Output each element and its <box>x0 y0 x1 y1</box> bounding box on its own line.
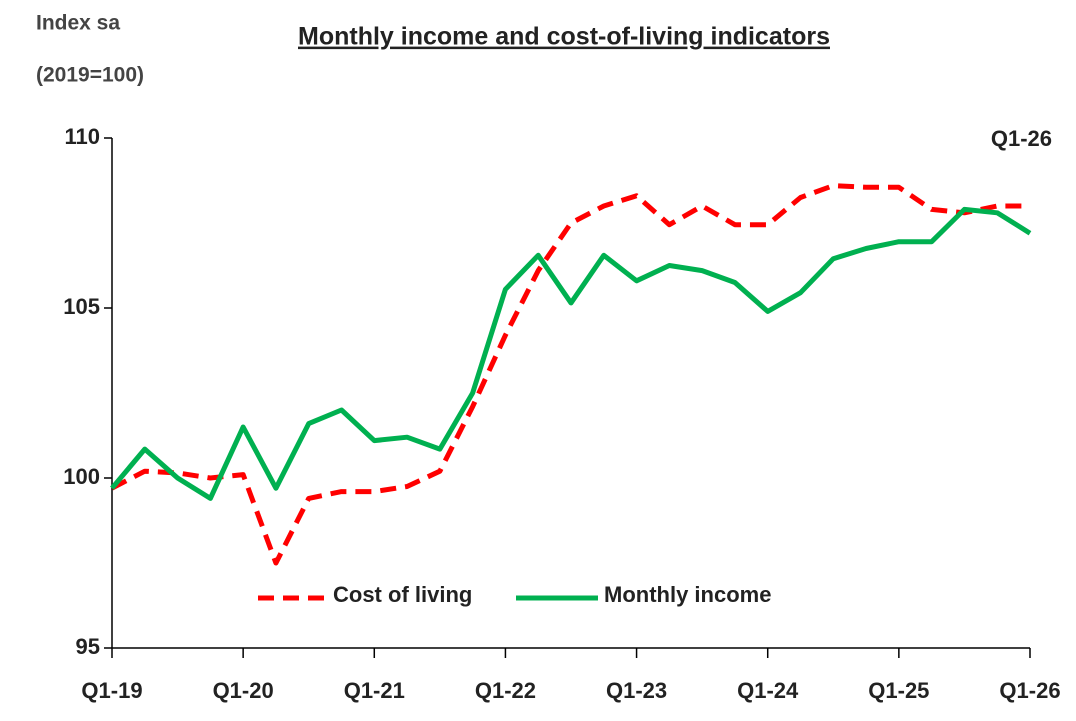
y-axis-label: Index sa <box>36 12 120 35</box>
x-tick-label: Q1-23 <box>606 678 667 703</box>
y-tick-label: 110 <box>65 124 101 149</box>
x-tick-label: Q1-20 <box>213 678 274 703</box>
legend-label: Cost of living <box>333 582 472 607</box>
y-axis-label: (2019=100) <box>36 64 144 87</box>
x-tick-label: Q1-21 <box>344 678 405 703</box>
x-tick-label: Q1-19 <box>81 678 142 703</box>
annotation: Q1-26 <box>991 126 1052 151</box>
series-line <box>110 206 1032 501</box>
y-tick-label: 95 <box>76 634 100 659</box>
y-tick-label: 100 <box>63 464 100 489</box>
x-tick-label: Q1-22 <box>475 678 536 703</box>
x-tick-label: Q1-25 <box>868 678 929 703</box>
x-tick-label: Q1-26 <box>999 678 1060 703</box>
legend-label: Monthly income <box>604 582 771 607</box>
chart-title: Monthly income and cost-of-living indica… <box>298 23 830 51</box>
x-tick-label: Q1-24 <box>737 678 799 703</box>
series-line <box>110 183 1030 566</box>
y-tick-label: 105 <box>63 294 100 319</box>
